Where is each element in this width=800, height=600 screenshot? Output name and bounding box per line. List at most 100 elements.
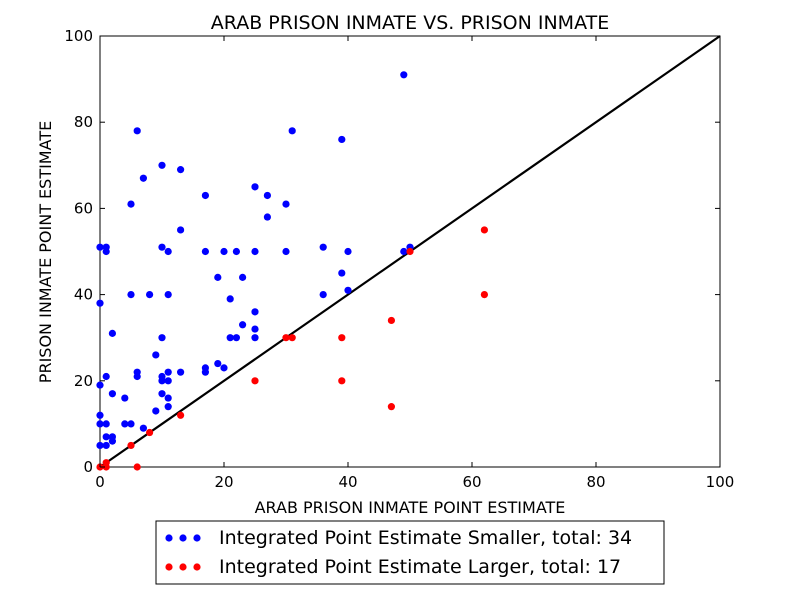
- data-point-smaller: [108, 329, 116, 337]
- data-point-smaller: [319, 243, 327, 251]
- data-point-larger: [146, 428, 154, 437]
- data-point-smaller: [232, 247, 240, 256]
- data-point-smaller: [108, 390, 116, 398]
- data-point-smaller: [282, 247, 290, 256]
- data-point-smaller: [400, 247, 408, 256]
- legend-marker-smaller: [193, 534, 201, 542]
- plot-area: [99, 35, 721, 468]
- data-point-larger: [282, 334, 290, 342]
- data-point-smaller: [152, 407, 160, 415]
- data-point-smaller: [96, 411, 104, 419]
- data-point-smaller: [282, 200, 290, 208]
- legend-entry-larger: Integrated Point Estimate Larger, total:…: [219, 556, 621, 578]
- legend-marker-larger: [179, 563, 187, 571]
- y-axis-label: PRISON INMATE POINT ESTIMATE: [36, 121, 55, 383]
- data-points-layer: [96, 71, 488, 471]
- chart-title: ARAB PRISON INMATE VS. PRISON INMATE: [211, 12, 609, 34]
- legend-marker-smaller: [165, 534, 173, 542]
- legend-markers: [165, 534, 201, 571]
- data-point-larger: [480, 291, 488, 299]
- legend-marker-larger: [193, 563, 201, 571]
- data-point-smaller: [226, 295, 234, 303]
- data-point-smaller: [319, 291, 327, 299]
- data-point-smaller: [220, 247, 228, 256]
- data-point-smaller: [158, 243, 166, 251]
- data-point-smaller: [108, 433, 116, 441]
- data-point-smaller: [102, 372, 110, 381]
- data-point-smaller: [288, 127, 296, 135]
- data-point-smaller: [177, 368, 185, 376]
- data-point-smaller: [146, 291, 154, 299]
- data-point-smaller: [164, 247, 172, 256]
- data-point-larger: [387, 316, 395, 325]
- data-point-smaller: [133, 127, 141, 135]
- y-tick-label: 100: [64, 27, 93, 45]
- data-point-larger: [387, 403, 395, 411]
- data-point-larger: [338, 377, 346, 385]
- data-point-smaller: [164, 403, 172, 411]
- data-point-smaller: [133, 368, 141, 376]
- data-point-smaller: [158, 161, 166, 169]
- data-point-smaller: [338, 269, 346, 277]
- x-tick-label: 60: [462, 473, 481, 491]
- data-point-smaller: [164, 291, 172, 299]
- data-point-smaller: [251, 247, 259, 256]
- data-point-smaller: [96, 381, 104, 389]
- data-point-smaller: [164, 368, 172, 376]
- data-point-smaller: [96, 420, 104, 428]
- data-point-larger: [133, 463, 141, 471]
- data-point-smaller: [102, 420, 110, 428]
- data-point-larger: [127, 441, 135, 450]
- legend-marker-larger: [165, 563, 173, 571]
- data-point-smaller: [139, 174, 147, 182]
- data-point-larger: [406, 247, 414, 256]
- data-point-smaller: [96, 243, 104, 251]
- data-point-smaller: [127, 200, 135, 208]
- data-point-smaller: [400, 71, 408, 79]
- x-tick-label: 100: [706, 473, 735, 491]
- y-tick-label: 20: [74, 372, 93, 390]
- data-point-smaller: [139, 424, 147, 432]
- data-point-smaller: [127, 420, 135, 428]
- data-point-smaller: [232, 334, 240, 342]
- y-tick-label: 40: [74, 286, 93, 304]
- data-point-smaller: [164, 394, 172, 402]
- data-point-smaller: [226, 334, 234, 342]
- x-tick-label: 0: [95, 473, 105, 491]
- y-tick-label: 0: [83, 458, 93, 476]
- y-tick-label: 80: [74, 113, 93, 131]
- x-tick-label: 20: [214, 473, 233, 491]
- data-point-smaller: [102, 441, 110, 450]
- legend-marker-smaller: [179, 534, 187, 542]
- data-point-smaller: [158, 334, 166, 342]
- x-tick-label: 40: [338, 473, 357, 491]
- data-point-smaller: [152, 351, 160, 359]
- data-point-larger: [288, 334, 296, 342]
- data-point-smaller: [102, 243, 110, 251]
- data-point-smaller: [102, 433, 110, 441]
- data-point-larger: [102, 459, 110, 467]
- data-point-smaller: [201, 247, 209, 256]
- data-point-smaller: [251, 183, 259, 191]
- data-point-smaller: [220, 364, 228, 372]
- legend-entry-smaller: Integrated Point Estimate Smaller, total…: [219, 527, 632, 549]
- data-point-smaller: [96, 299, 104, 307]
- data-point-larger: [480, 226, 488, 234]
- data-point-smaller: [251, 325, 259, 333]
- data-point-smaller: [263, 213, 271, 221]
- data-point-smaller: [263, 191, 271, 200]
- plot-frame: [99, 35, 721, 468]
- data-point-smaller: [158, 390, 166, 398]
- y-tick-label: 60: [74, 199, 93, 217]
- x-axis-label: ARAB PRISON INMATE POINT ESTIMATE: [255, 498, 566, 517]
- data-point-smaller: [121, 420, 129, 428]
- data-point-smaller: [158, 372, 166, 381]
- data-point-smaller: [96, 441, 104, 450]
- data-point-smaller: [177, 226, 185, 234]
- data-point-smaller: [239, 273, 247, 281]
- data-point-smaller: [121, 394, 129, 402]
- axis-ticks-layer: 0 20 40 60 80 100 0 20 40 60 80 100: [64, 27, 734, 491]
- data-point-smaller: [344, 286, 352, 294]
